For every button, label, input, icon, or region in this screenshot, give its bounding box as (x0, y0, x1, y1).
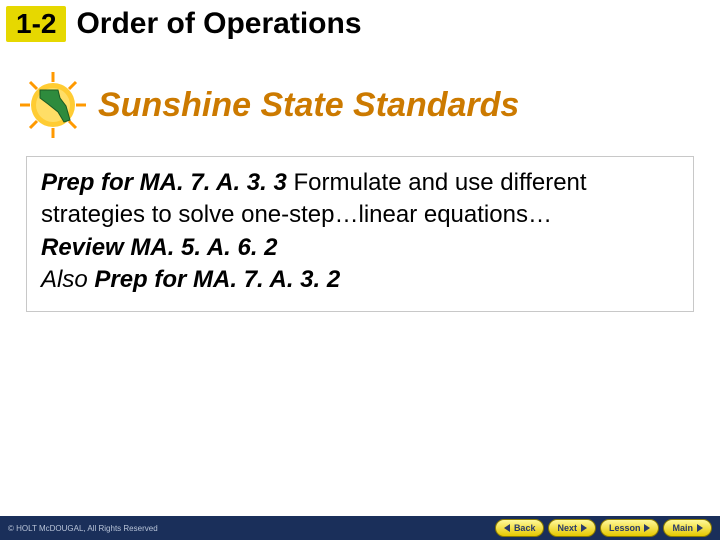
subtitle-row: Sunshine State Standards (18, 70, 720, 140)
chevron-right-icon (644, 524, 650, 532)
lesson-number: 1-2 (16, 8, 56, 39)
lesson-label: Lesson (609, 523, 641, 533)
review-label: Review MA. 5. A. 6. 2 (41, 232, 679, 264)
chevron-right-icon (581, 524, 587, 532)
also-prep: Prep for MA. 7. A. 3. 2 (94, 266, 340, 293)
chevron-right-icon (697, 524, 703, 532)
slide-title: Order of Operations (76, 7, 361, 41)
subtitle-text: Sunshine State Standards (98, 86, 519, 125)
nav-button-group: Back Next Lesson Main (495, 519, 712, 537)
chevron-left-icon (504, 524, 510, 532)
prep-label: Prep for MA. 7. A. 3. 3 (41, 169, 287, 196)
back-button[interactable]: Back (495, 519, 545, 537)
standards-box: Prep for MA. 7. A. 3. 3 Formulate and us… (26, 156, 694, 312)
lesson-button[interactable]: Lesson (600, 519, 660, 537)
copyright-text: © HOLT McDOUGAL, All Rights Reserved (8, 524, 158, 533)
slide-footer: © HOLT McDOUGAL, All Rights Reserved Bac… (0, 516, 720, 540)
standards-line-1: Prep for MA. 7. A. 3. 3 Formulate and us… (41, 167, 679, 232)
also-label: Also (41, 266, 94, 293)
main-button[interactable]: Main (663, 519, 712, 537)
slide-header: 1-2 Order of Operations (0, 0, 720, 50)
next-button[interactable]: Next (548, 519, 596, 537)
lesson-number-box: 1-2 (6, 6, 66, 42)
next-label: Next (557, 523, 577, 533)
main-label: Main (672, 523, 693, 533)
also-line: Also Prep for MA. 7. A. 3. 2 (41, 264, 679, 296)
back-label: Back (514, 523, 536, 533)
sunshine-florida-icon (18, 70, 88, 140)
